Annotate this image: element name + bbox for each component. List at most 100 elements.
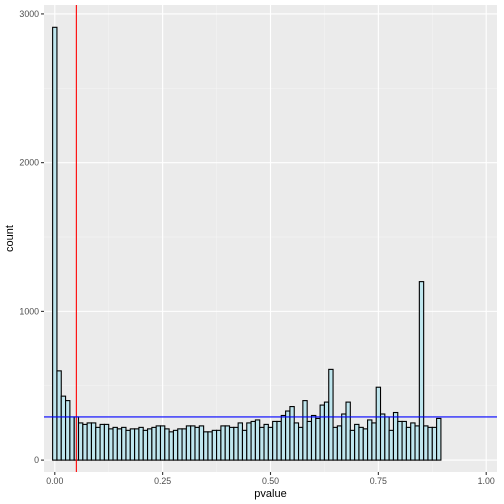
- histogram-bar: [418, 281, 425, 461]
- histogram-bar: [362, 428, 369, 461]
- histogram-bar: [168, 431, 174, 461]
- histogram-bar: [410, 422, 416, 461]
- histogram-bar: [194, 426, 200, 461]
- x-tick-label: 0.50: [262, 476, 279, 486]
- y-tick-label: 1000: [19, 306, 39, 316]
- x-tick-label: 1.00: [478, 476, 495, 486]
- histogram-bar: [125, 429, 131, 461]
- histogram-bar: [336, 425, 343, 461]
- histogram-bar: [263, 423, 269, 461]
- histogram-bar: [95, 426, 101, 461]
- histogram-bar: [379, 413, 386, 461]
- reference-lines: [44, 5, 497, 472]
- histogram-bar: [69, 416, 75, 461]
- histogram-bar: [164, 428, 170, 461]
- histogram-bar: [246, 422, 252, 461]
- histogram-bar: [367, 419, 373, 461]
- histogram-bar: [112, 426, 118, 461]
- histogram-bar: [138, 426, 144, 461]
- histogram-bar: [293, 422, 300, 461]
- histogram-bar: [276, 420, 282, 461]
- histogram-bar: [345, 401, 351, 461]
- histogram-bar: [280, 414, 287, 461]
- histogram-bar: [121, 426, 127, 461]
- histogram-bar: [60, 395, 67, 461]
- histogram-bar: [134, 428, 140, 461]
- histogram-bar: [146, 428, 153, 461]
- histogram-bar: [371, 422, 377, 461]
- histogram-bar: [401, 420, 407, 461]
- histogram-bar: [384, 416, 390, 461]
- histogram-bar: [431, 426, 438, 461]
- histogram-bar: [375, 386, 382, 461]
- histogram-bar: [233, 426, 239, 461]
- y-axis-title: count: [4, 225, 16, 252]
- histogram-bar: [142, 429, 149, 461]
- histogram-bar: [306, 420, 313, 461]
- x-tick-label: 0.25: [154, 476, 171, 486]
- histogram-bar: [397, 420, 403, 461]
- histogram-bar: [99, 423, 105, 461]
- histogram-bar: [216, 429, 222, 461]
- histogram-bar: [358, 426, 364, 461]
- histogram-bar: [52, 26, 58, 461]
- histogram-bar: [254, 419, 261, 461]
- histogram-bar: [328, 368, 334, 461]
- x-axis-title: pvalue: [254, 488, 286, 500]
- histogram-bar: [155, 425, 162, 461]
- histogram-bar: [302, 400, 308, 461]
- histogram-bar: [172, 429, 179, 461]
- histogram-bar: [185, 425, 192, 461]
- histogram-bar: [310, 414, 317, 461]
- y-tick-label: 0: [34, 455, 39, 465]
- histogram-bar: [56, 370, 62, 461]
- histogram-bar: [297, 426, 304, 461]
- histogram-bar: [285, 410, 291, 461]
- histogram-bar: [220, 425, 226, 461]
- histogram-bar: [203, 431, 209, 461]
- histogram-bar: [159, 425, 166, 461]
- histogram-bar: [332, 426, 338, 461]
- histogram-bar: [259, 426, 265, 461]
- histogram-bar: [427, 426, 433, 461]
- histogram-bar: [349, 429, 356, 461]
- histogram-bar: [151, 426, 157, 461]
- histogram-bar: [436, 417, 442, 461]
- histogram-bar: [77, 422, 84, 461]
- histogram-bar: [267, 426, 274, 461]
- histogram-bar: [414, 425, 420, 461]
- histogram-bar: [103, 423, 110, 461]
- histogram-bar: [423, 425, 429, 461]
- histogram-bar: [86, 422, 93, 461]
- y-tick-label: 2000: [19, 158, 39, 168]
- histogram-bar: [319, 404, 325, 461]
- histogram-bar: [198, 425, 205, 461]
- histogram-bar: [177, 428, 183, 461]
- histogram-bar: [250, 420, 256, 461]
- histogram-bar: [315, 417, 321, 461]
- histogram-bar: [237, 422, 244, 461]
- histogram-bar: [354, 423, 360, 461]
- histogram-bar: [90, 422, 97, 461]
- histogram-bar: [116, 428, 123, 461]
- histogram-bar: [241, 429, 248, 461]
- histogram-bar: [405, 426, 412, 461]
- histogram-bar: [181, 428, 187, 461]
- x-tick-label: 0.75: [370, 476, 387, 486]
- histogram-bar: [388, 429, 395, 461]
- histogram-bar: [272, 420, 278, 461]
- histogram-bar: [224, 425, 231, 461]
- histogram-bar: [392, 411, 399, 461]
- y-tick-label: 3000: [19, 9, 39, 19]
- histogram-bar: [323, 401, 330, 461]
- histogram-bar: [207, 431, 213, 461]
- histogram-bar: [211, 429, 218, 461]
- y-axis: 0 1000 2000 3000: [19, 9, 44, 465]
- x-axis: 0.00 0.25 0.50 0.75 1.00: [46, 472, 495, 486]
- histogram-bar: [108, 428, 114, 461]
- histogram-bar: [65, 400, 71, 461]
- histogram-bar: [228, 426, 235, 461]
- histogram-bar: [82, 423, 88, 461]
- x-tick-label: 0.00: [46, 476, 63, 486]
